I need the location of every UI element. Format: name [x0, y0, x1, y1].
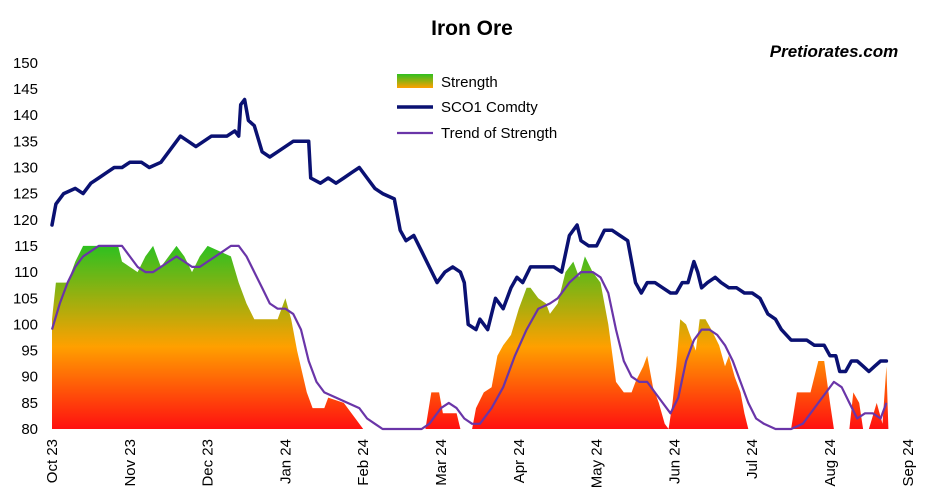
y-tick-label: 85: [21, 395, 38, 412]
y-tick-label: 90: [21, 369, 38, 386]
x-tick-label: Jun 24: [666, 439, 683, 484]
x-tick-label: Aug 24: [822, 439, 839, 487]
chart-title: Iron Ore: [431, 17, 513, 40]
y-tick-label: 120: [13, 212, 38, 229]
x-tick-label: Apr 24: [511, 439, 528, 483]
y-tick-label: 95: [21, 343, 38, 360]
x-axis: Oct 23 Nov 23 Dec 23 Jan 24 Feb 24 Mar 24 Apr …: [44, 439, 917, 488]
trend-of-strength-line: [50, 244, 888, 431]
sco1-comdty-line: [50, 97, 889, 374]
x-tick-label: Feb 24: [355, 439, 372, 486]
strength-area: [52, 245, 889, 429]
y-tick-label: 100: [13, 316, 38, 333]
x-tick-label: May 24: [589, 439, 606, 488]
x-tick-label: Jan 24: [277, 439, 294, 484]
x-tick-label: Oct 23: [44, 439, 61, 483]
y-tick-label: 125: [13, 186, 38, 203]
x-tick-label: Sep 24: [900, 439, 917, 487]
x-tick-label: Dec 23: [200, 439, 217, 487]
x-tick-label: Nov 23: [122, 439, 139, 487]
x-tick-label: Mar 24: [433, 439, 450, 486]
legend: Strength SCO1 Comdty Trend of Strength: [397, 74, 557, 142]
y-tick-label: 130: [13, 160, 38, 177]
legend-label-trend: Trend of Strength: [441, 125, 557, 142]
x-tick-label: Jul 24: [744, 439, 761, 479]
y-tick-label: 115: [14, 238, 38, 255]
watermark-text: Pretiorates.com: [770, 42, 899, 61]
y-tick-label: 140: [13, 107, 38, 124]
legend-swatch-strength: [397, 74, 433, 88]
y-axis: 80 85 90 95 100 105 110 115 120 125 130 135 140 145 15…: [13, 55, 38, 438]
y-tick-label: 110: [14, 264, 38, 281]
y-tick-label: 105: [13, 290, 38, 307]
y-tick-label: 145: [13, 81, 38, 98]
legend-label-sco1: SCO1 Comdty: [441, 99, 538, 116]
legend-label-strength: Strength: [441, 74, 498, 91]
y-tick-label: 135: [13, 133, 38, 150]
y-tick-label: 80: [21, 421, 38, 438]
y-tick-label: 150: [13, 55, 38, 72]
